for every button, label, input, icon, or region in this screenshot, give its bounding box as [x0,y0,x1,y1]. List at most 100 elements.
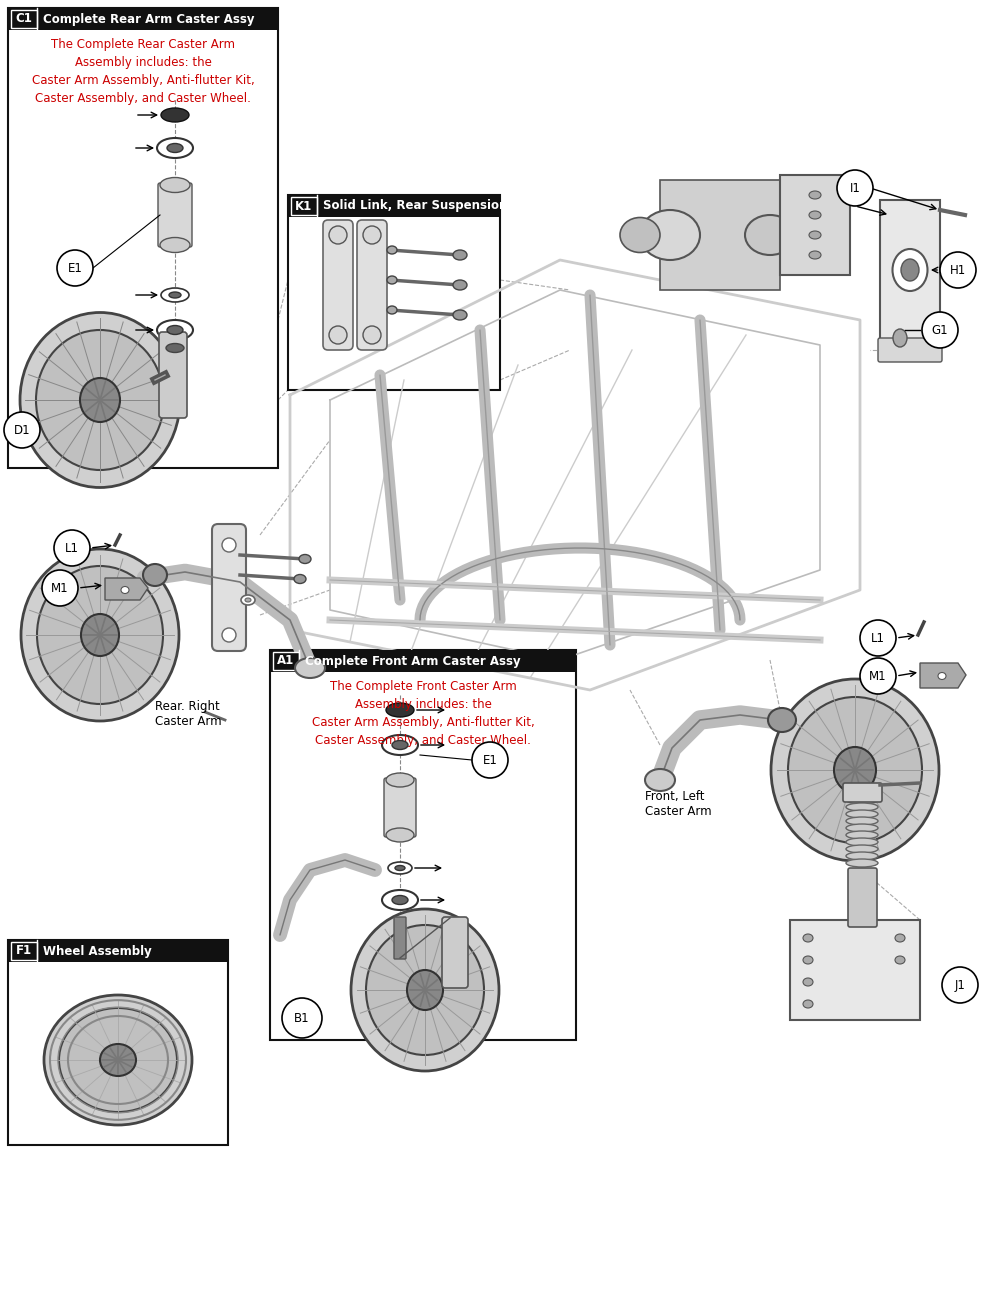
Ellipse shape [161,288,189,302]
FancyBboxPatch shape [660,180,780,290]
Ellipse shape [895,955,905,965]
Text: Solid Link, Rear Suspension: Solid Link, Rear Suspension [323,200,507,213]
Ellipse shape [846,823,878,833]
Ellipse shape [846,817,878,825]
FancyBboxPatch shape [357,220,387,350]
Text: H1: H1 [950,264,966,277]
Ellipse shape [363,226,381,244]
Ellipse shape [166,344,184,353]
Ellipse shape [59,1008,177,1112]
FancyBboxPatch shape [848,868,877,927]
Ellipse shape [846,852,878,860]
Ellipse shape [44,995,192,1125]
Bar [8,8,278,468]
Ellipse shape [245,599,251,603]
Bar [8,940,228,1145]
Circle shape [860,657,896,694]
Ellipse shape [846,802,878,812]
Ellipse shape [329,226,347,244]
Ellipse shape [803,935,813,942]
Ellipse shape [386,703,414,718]
Text: Front, Left
Caster Arm: Front, Left Caster Arm [645,789,712,818]
Circle shape [922,312,958,348]
Ellipse shape [366,925,484,1055]
Bar [288,195,500,217]
Ellipse shape [893,329,907,346]
Ellipse shape [392,895,408,904]
Ellipse shape [37,566,163,704]
Ellipse shape [846,859,878,867]
Bar [288,195,500,389]
Text: M1: M1 [51,582,69,595]
Ellipse shape [386,772,414,787]
Ellipse shape [846,838,878,846]
FancyBboxPatch shape [159,332,187,418]
Ellipse shape [121,587,129,593]
Ellipse shape [620,217,660,252]
Ellipse shape [388,863,412,874]
Ellipse shape [20,312,180,488]
Ellipse shape [771,680,939,861]
FancyBboxPatch shape [790,920,920,1019]
Ellipse shape [901,259,919,281]
FancyBboxPatch shape [442,918,468,988]
Circle shape [57,250,93,286]
Circle shape [4,412,40,448]
Text: F1: F1 [16,945,32,958]
Text: A1: A1 [277,655,295,668]
Ellipse shape [382,735,418,755]
Ellipse shape [392,741,408,749]
Ellipse shape [768,708,796,732]
Ellipse shape [803,978,813,985]
FancyBboxPatch shape [780,175,850,274]
Ellipse shape [453,310,467,320]
Ellipse shape [160,238,190,252]
FancyBboxPatch shape [394,918,406,959]
Ellipse shape [453,250,467,260]
Circle shape [837,170,873,207]
Ellipse shape [640,210,700,260]
Ellipse shape [382,890,418,910]
Ellipse shape [893,250,928,291]
Ellipse shape [36,329,164,471]
Ellipse shape [895,935,905,942]
Ellipse shape [169,291,181,298]
Ellipse shape [157,139,193,158]
Ellipse shape [167,144,183,153]
Ellipse shape [745,214,795,255]
Ellipse shape [160,178,190,192]
Text: E1: E1 [68,261,82,274]
Ellipse shape [21,549,179,721]
Ellipse shape [846,796,878,804]
Polygon shape [920,663,966,687]
Ellipse shape [809,231,821,239]
Ellipse shape [788,697,922,843]
Ellipse shape [803,955,813,965]
Circle shape [860,620,896,656]
Ellipse shape [80,378,120,422]
Text: C1: C1 [16,13,32,26]
Ellipse shape [351,908,499,1070]
Ellipse shape [222,627,236,642]
Ellipse shape [809,251,821,259]
Ellipse shape [809,191,821,199]
Text: B1: B1 [294,1012,310,1025]
Text: Complete Front Arm Caster Assy: Complete Front Arm Caster Assy [305,655,521,668]
Bar [11,942,37,961]
FancyBboxPatch shape [212,524,246,651]
Text: G1: G1 [932,324,948,336]
Ellipse shape [294,575,306,583]
Ellipse shape [645,769,675,791]
Ellipse shape [387,246,397,254]
Circle shape [282,999,322,1038]
Ellipse shape [299,554,311,563]
Ellipse shape [803,1000,813,1008]
Ellipse shape [161,108,189,122]
Ellipse shape [387,306,397,314]
FancyBboxPatch shape [880,200,940,350]
Ellipse shape [395,865,405,870]
Ellipse shape [329,325,347,344]
Text: M1: M1 [869,669,887,682]
Circle shape [54,531,90,566]
FancyBboxPatch shape [384,778,416,836]
